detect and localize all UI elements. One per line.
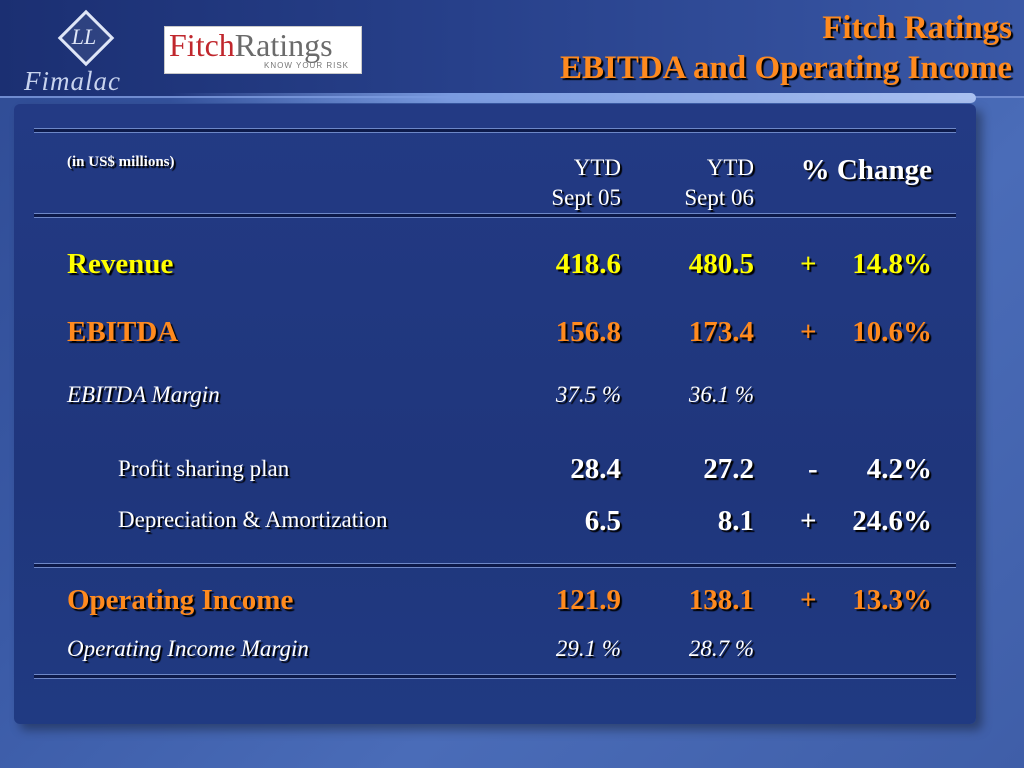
fimalac-monogram: LL — [71, 24, 97, 49]
title-line-2: EBITDA and Operating Income — [560, 50, 1012, 86]
fitch-logo-word2: Ratings — [234, 27, 333, 63]
row-label-revenue: Revenue — [67, 248, 174, 280]
row-label-ebitda: EBITDA — [67, 316, 179, 348]
ebitda-sept06: 173.4 — [688, 316, 754, 348]
profit-sharing-sept06: 27.2 — [703, 453, 754, 485]
slide-title: Fitch Ratings EBITDA and Operating Incom… — [560, 8, 1012, 88]
row-label-operating-income-margin: Operating Income Margin — [67, 636, 309, 661]
fitch-logo-tagline: KNOW YOUR RISK — [264, 61, 349, 70]
depreciation-change: 24.6% — [852, 505, 932, 537]
row-label-ebitda-margin: EBITDA Margin — [67, 382, 220, 407]
row-label-depreciation: Depreciation & Amortization — [118, 507, 388, 532]
operating-income-sept06: 138.1 — [688, 584, 754, 616]
revenue-change: 14.8% — [852, 248, 932, 280]
col-header-ytd-sept05: YTD Sept 05 — [551, 155, 621, 210]
table-top-rule — [34, 128, 956, 133]
operating-income-change-sign: + — [800, 584, 817, 616]
ebitda-margin-sept05: 37.5 % — [555, 382, 621, 407]
ebitda-sept05: 156.8 — [555, 316, 621, 348]
operating-income-sept05: 121.9 — [555, 584, 621, 616]
depreciation-sept05: 6.5 — [584, 505, 621, 537]
ebitda-change: 10.6% — [852, 316, 932, 348]
unit-note: (in US$ millions) — [67, 154, 175, 170]
table-header-rule — [34, 213, 956, 218]
col-header-pct-change: % Change — [800, 154, 932, 186]
profit-sharing-change: 4.2% — [866, 453, 932, 485]
row-label-operating-income: Operating Income — [67, 584, 294, 616]
slide-header: LL Fimalac FitchRatings KNOW YOUR RISK F… — [0, 0, 1024, 98]
depreciation-change-sign: + — [800, 505, 817, 537]
ebitda-change-sign: + — [800, 316, 817, 348]
ebitda-margin-sept06: 36.1 % — [688, 382, 754, 407]
revenue-sept06: 480.5 — [688, 248, 754, 280]
fimalac-logo: LL Fimalac — [20, 8, 148, 96]
fitch-ratings-logo: FitchRatings KNOW YOUR RISK — [164, 26, 362, 74]
operating-income-change: 13.3% — [852, 584, 932, 616]
profit-sharing-sept05: 28.4 — [570, 453, 621, 485]
operating-margin-sept06: 28.7 % — [688, 636, 754, 661]
col-header-ytd-sept06: YTD Sept 06 — [684, 155, 754, 210]
content-panel — [14, 104, 976, 724]
depreciation-sept06: 8.1 — [717, 505, 754, 537]
fimalac-wordmark: Fimalac — [24, 66, 121, 96]
header-swoosh-divider — [170, 93, 976, 103]
revenue-change-sign: + — [800, 248, 817, 280]
row-label-profit-sharing: Profit sharing plan — [118, 456, 290, 481]
revenue-sept05: 418.6 — [555, 248, 621, 280]
fitch-logo-word1: Fitch — [169, 27, 235, 63]
profit-sharing-change-sign: - — [808, 453, 818, 485]
table-bottom-rule — [34, 674, 956, 679]
operating-margin-sept05: 29.1 % — [555, 636, 621, 661]
title-line-1: Fitch Ratings — [822, 10, 1012, 46]
table-subtotal-rule — [34, 563, 956, 568]
